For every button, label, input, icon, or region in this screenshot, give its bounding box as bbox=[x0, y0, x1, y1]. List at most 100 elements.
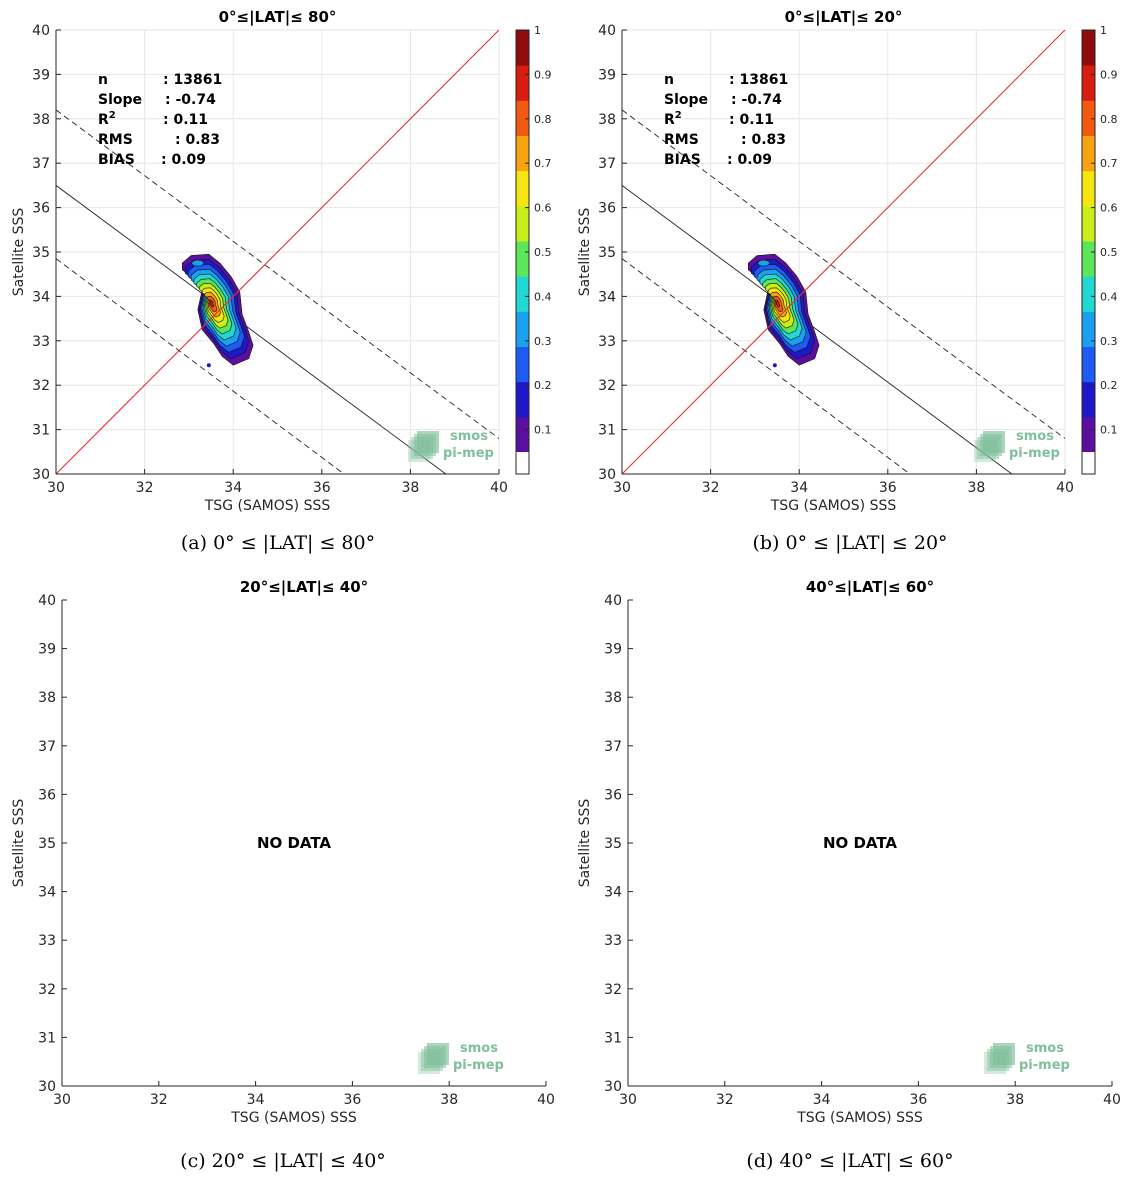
colorbar-segment bbox=[516, 65, 529, 101]
y-tick-label: 38 bbox=[38, 690, 56, 706]
grid bbox=[55, 29, 500, 475]
stat-label: RMS bbox=[98, 132, 133, 148]
stat-value: : 0.09 bbox=[727, 152, 772, 168]
y-tick-label: 30 bbox=[32, 467, 50, 483]
chart-panel-a: 0°≤|LAT|≤ 80° n: 13861 Slope: -0.74 R2: 0.1… bbox=[0, 0, 560, 514]
y-tick-label: 36 bbox=[32, 201, 50, 217]
y-tick-label: 38 bbox=[32, 112, 50, 128]
colorbar-tick-label: 0.9 bbox=[1100, 68, 1118, 81]
colorbar-empty-segment bbox=[516, 452, 529, 474]
y-tick-label: 33 bbox=[38, 933, 56, 949]
y-tick-label: 33 bbox=[598, 334, 616, 350]
y-tick-label: 40 bbox=[32, 23, 50, 39]
y-tick-label: 32 bbox=[598, 378, 616, 394]
x-tick-label: 40 bbox=[1056, 480, 1074, 496]
stat-label: BIAS bbox=[664, 152, 701, 168]
y-tick-label: 30 bbox=[38, 1079, 56, 1095]
colorbar-tick-label: 0.5 bbox=[1100, 246, 1118, 259]
data-layer bbox=[622, 30, 1065, 474]
y-tick-label: 38 bbox=[598, 112, 616, 128]
colorbar-segment bbox=[1082, 135, 1095, 172]
y-tick-label: 37 bbox=[32, 156, 50, 172]
colorbar-tick-label: 0.2 bbox=[1100, 379, 1118, 392]
logo-text-smos: smos bbox=[460, 1041, 498, 1056]
x-tick-label: 36 bbox=[909, 1092, 927, 1108]
stat-value: : -0.74 bbox=[165, 92, 216, 108]
x-tick-label: 34 bbox=[247, 1092, 265, 1108]
data-layer bbox=[56, 30, 499, 474]
stat-label: BIAS bbox=[98, 152, 135, 168]
stat-label-sup: 2 bbox=[675, 110, 682, 121]
x-axis-label: TSG (SAMOS) SSS bbox=[230, 1110, 357, 1126]
y-tick-label: 34 bbox=[604, 885, 622, 901]
y-tick-label: 31 bbox=[32, 423, 50, 439]
x-tick-label: 36 bbox=[879, 480, 897, 496]
y-tick-label: 32 bbox=[604, 982, 622, 998]
colorbar-tick-label: 0.7 bbox=[1100, 157, 1118, 170]
y-tick-label: 36 bbox=[604, 787, 622, 803]
x-tick-label: 32 bbox=[136, 480, 154, 496]
colorbar-segment bbox=[516, 30, 529, 66]
logo-square bbox=[993, 1043, 1015, 1065]
colorbar-segment bbox=[516, 276, 529, 312]
y-tick-label: 36 bbox=[598, 201, 616, 217]
fit-line bbox=[56, 185, 447, 474]
colorbar-tick-label: 0.1 bbox=[1100, 424, 1118, 437]
x-tick-label: 38 bbox=[1006, 1092, 1024, 1108]
y-tick-label: 37 bbox=[598, 156, 616, 172]
x-axis-label: TSG (SAMOS) SSS bbox=[796, 1110, 923, 1126]
y-tick-label: 39 bbox=[604, 642, 622, 658]
y-tick-label: 34 bbox=[598, 289, 616, 305]
logo-text-pimep: pi-mep bbox=[1019, 1058, 1070, 1073]
stat-label: n bbox=[664, 72, 674, 88]
colorbar-segment bbox=[516, 135, 529, 172]
colorbar-tick-label: 1 bbox=[534, 24, 541, 37]
caption-d: (d) 40° ≤ |LAT| ≤ 60° bbox=[746, 1150, 954, 1172]
stat-label: Slope bbox=[664, 92, 708, 108]
y-tick-label: 40 bbox=[38, 593, 56, 609]
x-tick-label: 30 bbox=[619, 1092, 637, 1108]
colorbar-empty-segment bbox=[1082, 452, 1095, 474]
y-tick-label: 39 bbox=[32, 67, 50, 83]
x-tick-label: 38 bbox=[401, 480, 419, 496]
y-tick-label: 39 bbox=[38, 642, 56, 658]
colorbar-tick-label: 0.2 bbox=[534, 379, 552, 392]
y-tick-label: 35 bbox=[598, 245, 616, 261]
y-tick-label: 35 bbox=[604, 836, 622, 852]
colorbar-segment bbox=[516, 381, 529, 418]
y-tick-label: 31 bbox=[604, 1030, 622, 1046]
stat-value: : 13861 bbox=[729, 72, 788, 88]
logo-text-pimep: pi-mep bbox=[1009, 446, 1060, 461]
x-tick-label: 40 bbox=[1103, 1092, 1121, 1108]
stat-value: : 0.11 bbox=[163, 112, 208, 128]
fit-band-upper bbox=[622, 109, 1065, 439]
y-tick-label: 33 bbox=[604, 933, 622, 949]
chart-panel-d: 40°≤|LAT|≤ 60° NO DATA 30 32 34 36 38 40 30 31 32 3… bbox=[566, 570, 1126, 1126]
identity-line bbox=[622, 30, 1065, 474]
logo-text-smos: smos bbox=[1026, 1041, 1064, 1056]
stats-block: n: 13861 Slope: -0.74 R2: 0.11 RMS: 0.83 BIA… bbox=[664, 72, 788, 168]
stat-label: R2 bbox=[98, 110, 116, 128]
colorbar-segment bbox=[1082, 100, 1095, 136]
colorbar-segment bbox=[516, 170, 529, 207]
stat-label-sup: 2 bbox=[109, 110, 116, 121]
y-tick-label: 32 bbox=[38, 982, 56, 998]
colorbar-segment bbox=[1082, 241, 1095, 277]
density-contour bbox=[208, 299, 215, 308]
outlier-point bbox=[772, 363, 777, 368]
colorbar: 0.1 0.2 0.3 0.4 0.5 0.6 0.7 0.8 0.9 1 bbox=[515, 24, 552, 475]
stat-label: n bbox=[98, 72, 108, 88]
stat-value: : 0.09 bbox=[161, 152, 206, 168]
smos-pimep-logo: smos pi-mep bbox=[408, 429, 494, 462]
y-tick-label: 35 bbox=[32, 245, 50, 261]
colorbar-segment bbox=[1082, 346, 1095, 383]
colorbar-segment bbox=[1082, 311, 1095, 347]
fit-band-upper bbox=[56, 109, 499, 439]
smos-pimep-logo: smos pi-mep bbox=[974, 429, 1060, 462]
axes: 30 32 34 36 38 40 30 31 32 33 34 35 36 37 38 39 40 bbox=[32, 23, 508, 496]
x-tick-label: 32 bbox=[702, 480, 720, 496]
y-tick-label: 40 bbox=[598, 23, 616, 39]
colorbar-segment bbox=[1082, 276, 1095, 312]
axes: 30 32 34 36 38 40 30 31 32 33 34 35 36 37 38 39 40 bbox=[598, 23, 1074, 496]
